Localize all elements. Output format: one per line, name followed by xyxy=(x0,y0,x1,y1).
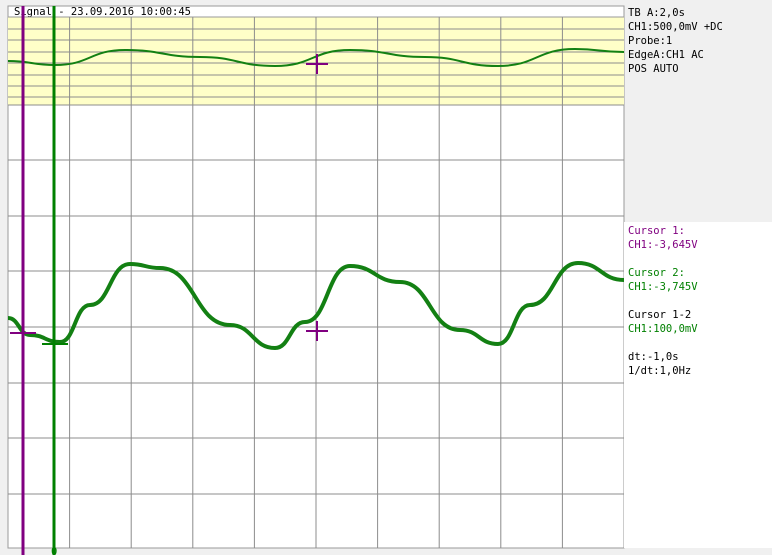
overview-crosshair-marker[interactable] xyxy=(306,54,328,74)
trigger-label: EdgeA:CH1 AC xyxy=(628,49,704,61)
inv-dt-value: 1/dt:1,0Hz xyxy=(628,365,691,377)
main-trace xyxy=(7,260,625,351)
channel-label: CH1:500,0mV +DC xyxy=(628,21,723,33)
cursor-1-label: Cursor 1: xyxy=(628,225,685,237)
probe-label: Probe:1 xyxy=(628,35,672,47)
info-panel-lower xyxy=(624,222,772,548)
cursor-2-label: Cursor 2: xyxy=(628,267,685,279)
cursor-diff-label: Cursor 1-2 xyxy=(628,309,691,321)
overview-trace xyxy=(7,47,625,68)
dt-value: dt:-1,0s xyxy=(628,351,679,363)
mode-label: POS AUTO xyxy=(628,63,679,75)
cursor-1-crosshair-marker[interactable] xyxy=(306,321,328,341)
window-title: Signal - 23.09.2016 10:00:45 xyxy=(14,6,191,18)
cursor-1-value: CH1:-3,645V xyxy=(628,239,698,251)
overview-grid xyxy=(8,17,624,105)
cursor-diff-value: CH1:100,0mV xyxy=(628,323,698,335)
timebase-label: TB A:2,0s xyxy=(628,7,685,19)
cursor-2-bottom-marker: 0 xyxy=(51,546,57,555)
cursor-2-value: CH1:-3,745V xyxy=(628,281,698,293)
